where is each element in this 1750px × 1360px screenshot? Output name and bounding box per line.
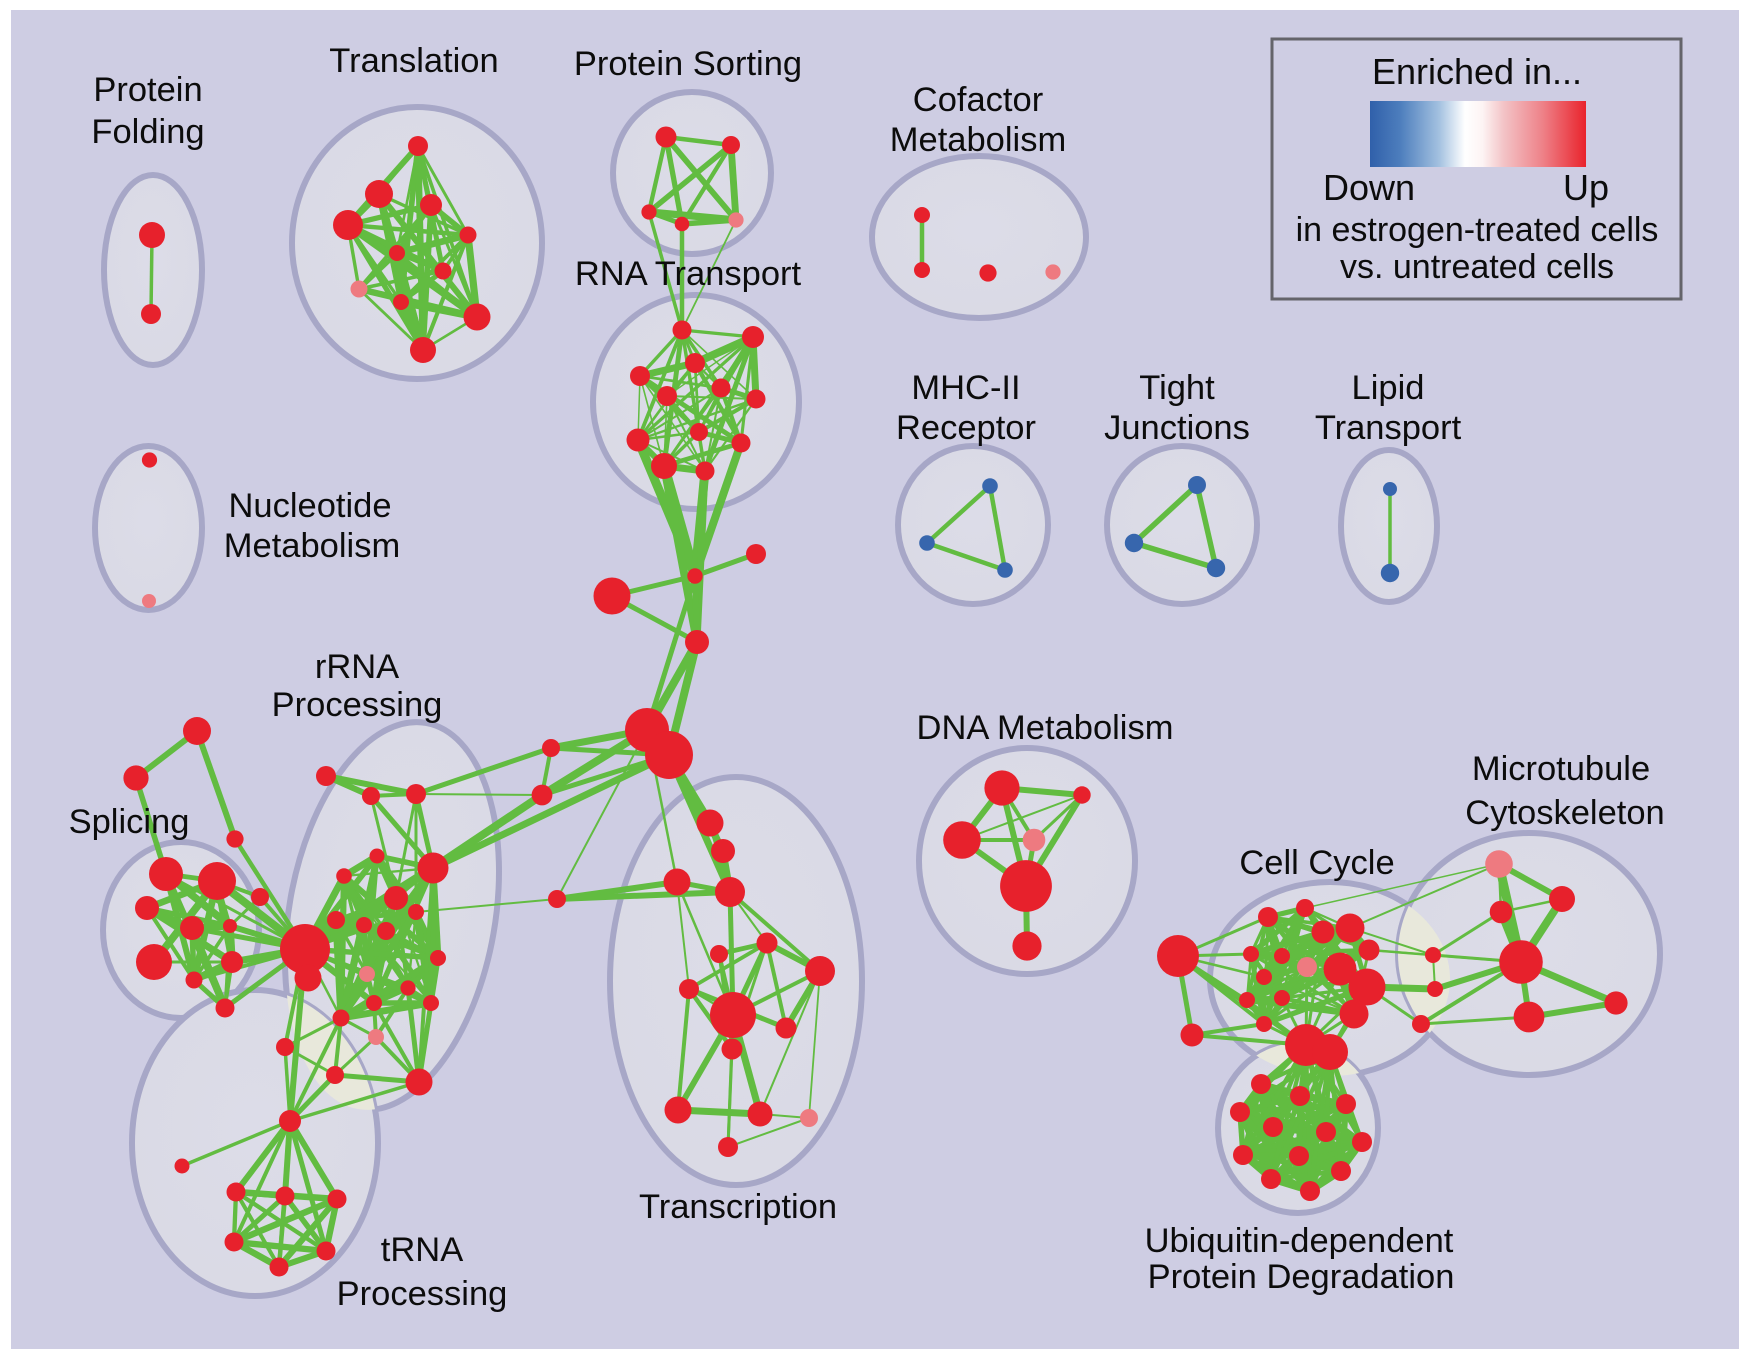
svg-text:Protein Sorting: Protein Sorting (574, 45, 802, 83)
svg-text:Cofactor: Cofactor (913, 81, 1043, 119)
svg-text:Lipid: Lipid (1352, 369, 1425, 407)
svg-text:vs. untreated cells: vs. untreated cells (1340, 248, 1614, 286)
svg-text:Folding: Folding (91, 113, 204, 151)
svg-text:Protein Degradation: Protein Degradation (1148, 1258, 1455, 1296)
svg-text:in estrogen-treated cells: in estrogen-treated cells (1296, 211, 1659, 249)
svg-text:MHC-II: MHC-II (911, 369, 1020, 407)
svg-text:Cytoskeleton: Cytoskeleton (1465, 794, 1664, 832)
svg-text:Cell Cycle: Cell Cycle (1239, 844, 1394, 882)
svg-text:Metabolism: Metabolism (890, 121, 1066, 159)
svg-text:Junctions: Junctions (1104, 409, 1250, 447)
svg-text:Down: Down (1323, 167, 1415, 208)
svg-text:Protein: Protein (93, 71, 202, 109)
svg-text:tRNA: tRNA (381, 1231, 463, 1269)
svg-text:Processing: Processing (337, 1275, 508, 1313)
svg-text:Microtubule: Microtubule (1472, 750, 1650, 788)
svg-text:Metabolism: Metabolism (224, 527, 400, 565)
svg-text:Enriched in...: Enriched in... (1372, 51, 1582, 92)
svg-text:RNA Transport: RNA Transport (575, 255, 802, 293)
svg-text:Tight: Tight (1139, 369, 1215, 407)
svg-text:Up: Up (1563, 167, 1609, 208)
svg-text:Nucleotide: Nucleotide (228, 487, 391, 525)
svg-text:Processing: Processing (272, 686, 443, 724)
svg-text:Transcription: Transcription (639, 1188, 837, 1226)
svg-text:Splicing: Splicing (69, 803, 190, 841)
svg-text:Translation: Translation (329, 42, 498, 80)
svg-text:Receptor: Receptor (896, 409, 1036, 447)
svg-text:Ubiquitin-dependent: Ubiquitin-dependent (1145, 1222, 1454, 1260)
svg-text:DNA Metabolism: DNA Metabolism (917, 709, 1174, 747)
svg-text:rRNA: rRNA (315, 648, 399, 686)
svg-text:Transport: Transport (1315, 409, 1462, 447)
